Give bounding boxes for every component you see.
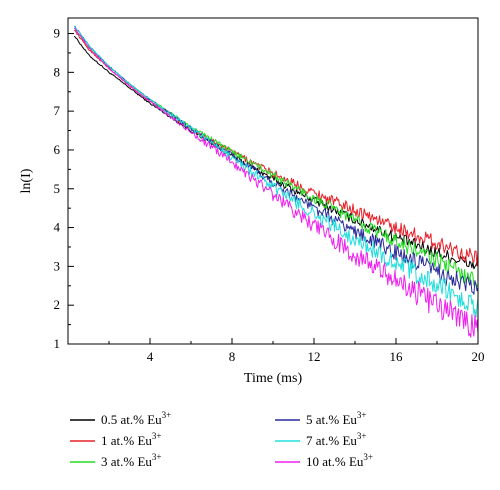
legend-label-2: 1 at.% Eu3+: [101, 431, 161, 448]
legend-label-5: 7 at.% Eu3+: [306, 431, 366, 448]
x-tick-label: 16: [390, 349, 404, 364]
series-line-5: [73, 26, 479, 318]
x-tick-label: 4: [147, 349, 154, 364]
x-tick-label: 12: [308, 349, 321, 364]
y-tick-label: 8: [54, 64, 61, 79]
x-tick-label: 20: [472, 349, 485, 364]
y-tick-label: 4: [54, 220, 61, 235]
y-tick-label: 1: [54, 336, 61, 351]
legend-label-3: 3 at.% Eu3+: [101, 452, 161, 469]
y-tick-label: 2: [54, 297, 61, 312]
legend-label-1: 0.5 at.% Eu3+: [101, 410, 171, 427]
y-tick-label: 6: [54, 142, 61, 157]
series-layer: [73, 26, 479, 338]
legend-label-6: 10 at.% Eu3+: [306, 452, 373, 469]
y-tick-label: 3: [54, 258, 61, 273]
legend: 0.5 at.% Eu3+ 1 at.% Eu3+ 3 at.% Eu3+ 5 at.…: [70, 410, 373, 469]
y-axis-label: ln(I): [19, 168, 34, 193]
legend-label-4: 5 at.% Eu3+: [306, 410, 366, 427]
plot-background: [68, 18, 478, 344]
x-axis-label: Time (ms): [244, 371, 303, 386]
y-tick-label: 9: [54, 26, 61, 41]
x-tick-label: 8: [229, 349, 236, 364]
plot-area: [68, 18, 478, 344]
series-line-6: [74, 27, 479, 338]
y-tick-label: 5: [54, 181, 61, 196]
y-tick-label: 7: [54, 103, 61, 118]
